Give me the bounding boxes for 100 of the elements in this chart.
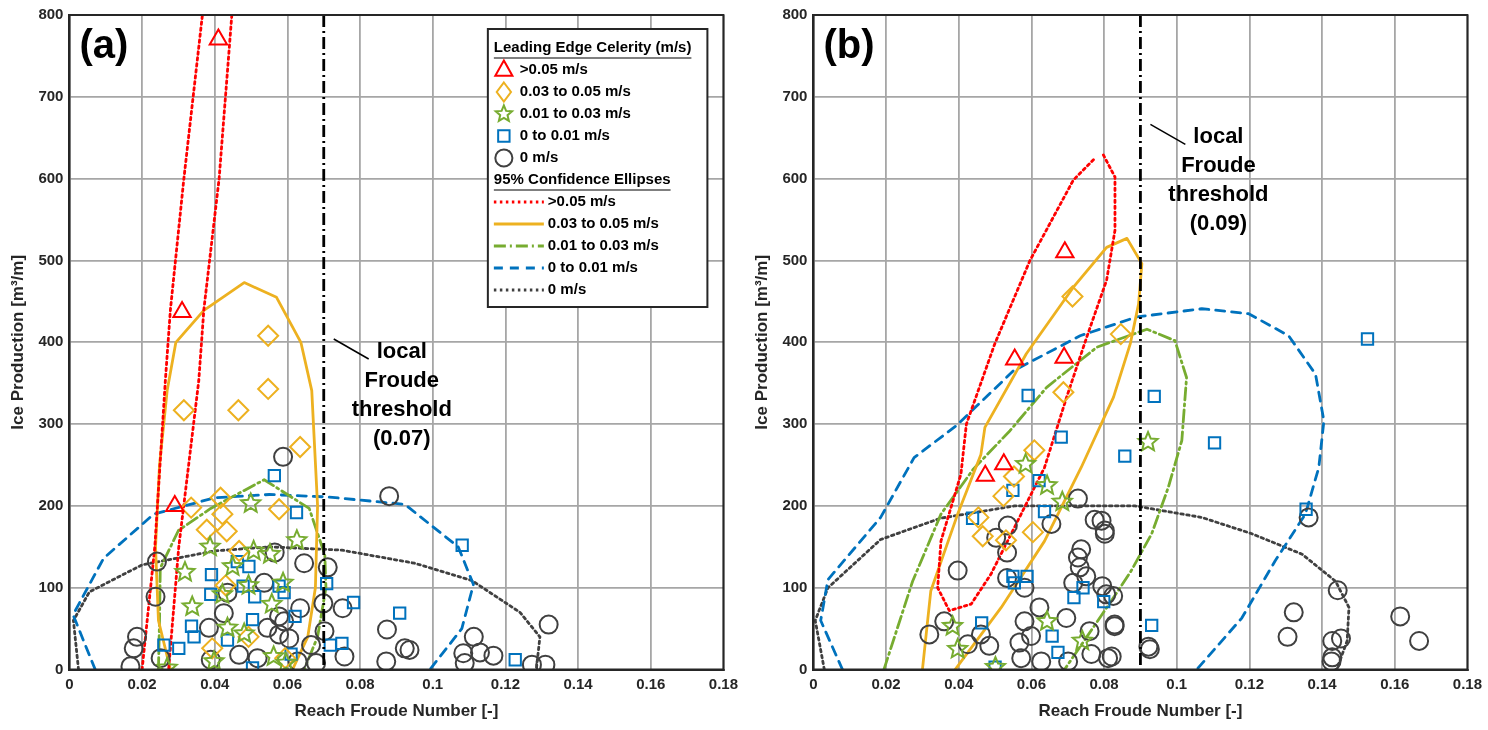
point (146, 551, 167, 572)
x-tick-label: 0.04 (200, 674, 231, 692)
point (275, 652, 297, 670)
point (209, 486, 232, 509)
point (1299, 502, 1313, 516)
point (1014, 611, 1035, 632)
point (1058, 651, 1079, 670)
point (394, 638, 415, 659)
point (1277, 626, 1298, 647)
point (379, 486, 400, 507)
point (997, 515, 1018, 536)
chart-title: (b) (823, 22, 875, 67)
point (127, 626, 147, 647)
point (145, 586, 166, 607)
point (123, 638, 144, 659)
point (286, 529, 308, 550)
point (453, 643, 474, 664)
point (313, 593, 334, 614)
x-tick-label: 0.12 (490, 674, 521, 692)
point (1036, 610, 1058, 631)
x-tick-label: 0.08 (345, 674, 375, 692)
point (233, 622, 255, 643)
point (287, 651, 308, 670)
point (1145, 618, 1159, 633)
point (211, 503, 234, 526)
point (317, 557, 338, 578)
point (997, 542, 1018, 563)
point (217, 582, 238, 603)
point (332, 598, 353, 619)
point (957, 634, 978, 655)
x-tick-label: 0.18 (708, 674, 738, 692)
point (261, 593, 283, 614)
point (1021, 521, 1044, 544)
point (947, 638, 969, 659)
point (1021, 388, 1035, 403)
point (1071, 539, 1092, 560)
y-tick-label: 300 (38, 414, 64, 432)
point (399, 639, 420, 660)
line-series (882, 327, 1188, 670)
point (228, 539, 251, 562)
point (1103, 585, 1124, 606)
point (971, 525, 994, 548)
point (508, 653, 522, 667)
point (1321, 651, 1342, 670)
point (214, 574, 237, 597)
point (1061, 285, 1084, 308)
point (483, 645, 504, 666)
point (947, 560, 968, 581)
point (272, 571, 294, 592)
point (289, 505, 304, 520)
point (213, 603, 234, 624)
point (211, 583, 233, 604)
y-tick-label: 300 (782, 414, 808, 432)
legend-label: 0 m/s (547, 280, 587, 298)
y-tick-label: 200 (38, 496, 64, 514)
x-axis-title: Reach Froude Number [-] (1038, 701, 1243, 721)
y-tick-label: 0 (799, 659, 808, 677)
point (346, 595, 361, 610)
point (334, 646, 355, 667)
point (1054, 430, 1068, 444)
point (1147, 389, 1161, 403)
x-tick-label: 0.04 (944, 674, 975, 692)
point (187, 630, 201, 644)
point (1031, 651, 1052, 670)
point (237, 625, 260, 648)
point (1014, 577, 1035, 598)
point (538, 614, 559, 635)
legend-label: 0 to 0.01 m/s (519, 126, 610, 144)
point (172, 301, 192, 319)
point (1011, 648, 1032, 669)
point (1322, 647, 1343, 668)
y-tick-label: 600 (38, 168, 64, 186)
point (919, 624, 940, 645)
ref-line-label: local Froude threshold (0.07) (351, 338, 452, 451)
x-tick-label: 0.18 (1452, 674, 1482, 692)
y-tick-label: 600 (782, 168, 808, 186)
x-tick-label: 0.16 (636, 674, 666, 692)
point (1052, 381, 1075, 404)
point (1067, 488, 1088, 509)
point (289, 436, 312, 459)
chart-title: (a) (79, 22, 129, 67)
point (469, 642, 490, 663)
point (1076, 566, 1097, 587)
y-axis-title: Ice Production [m³/m] (751, 254, 771, 430)
legend-label: 0.03 to 0.05 m/s (519, 82, 631, 100)
x-tick-label: 0.1 (422, 674, 444, 692)
point (314, 621, 335, 642)
point (268, 498, 291, 521)
point (393, 606, 407, 620)
point (273, 446, 294, 467)
ref-line-label: local Froude threshold (0.09) (1168, 123, 1269, 236)
point (1067, 547, 1088, 568)
point (1137, 431, 1159, 452)
point (290, 598, 311, 619)
point (335, 636, 349, 651)
point (970, 624, 991, 645)
point (1322, 630, 1343, 651)
legend-label: 0.03 to 0.05 m/s (547, 214, 659, 232)
point (157, 638, 171, 652)
point (277, 586, 291, 600)
